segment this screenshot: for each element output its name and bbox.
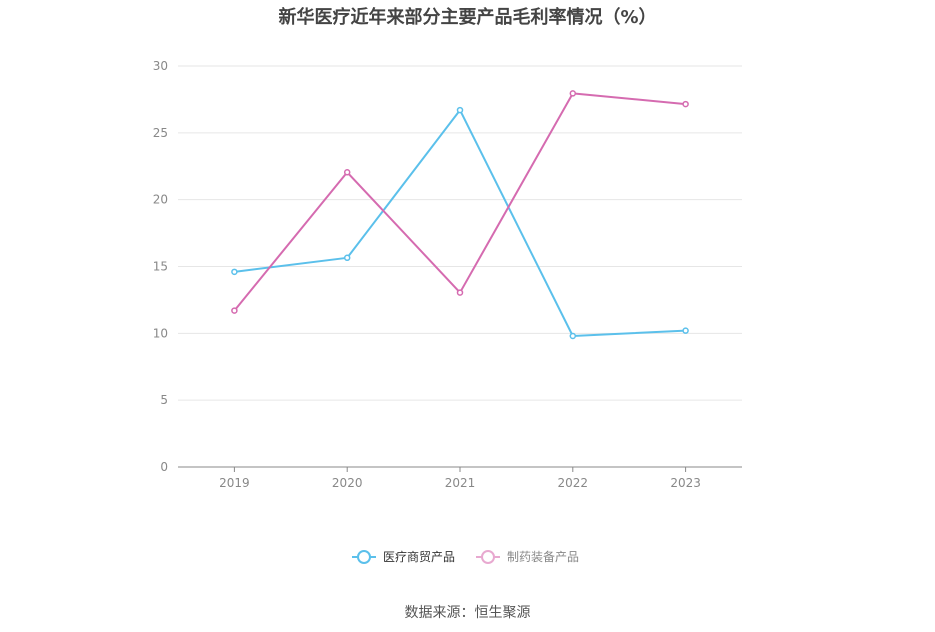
y-tick-label: 10 bbox=[153, 326, 168, 340]
legend-label: 制药装备产品 bbox=[507, 550, 579, 564]
data-point bbox=[231, 268, 238, 276]
y-tick-label: 25 bbox=[153, 126, 168, 140]
legend[interactable]: 医疗商贸产品 制药装备产品 bbox=[352, 549, 579, 564]
y-tick-label: 20 bbox=[153, 193, 168, 207]
legend-label: 医疗商贸产品 bbox=[383, 549, 455, 564]
data-point bbox=[456, 289, 464, 296]
x-tick-label: 2020 bbox=[332, 476, 363, 490]
data-point bbox=[682, 100, 689, 108]
gridlines bbox=[178, 65, 742, 401]
x-tick-label: 2022 bbox=[558, 476, 589, 490]
series-line-2 bbox=[233, 92, 686, 312]
axes: 0 5 10 15 20 25 30 2019 2020 2021 2022 2023 bbox=[153, 59, 742, 490]
legend-marker bbox=[357, 550, 371, 564]
series-line-1 bbox=[234, 109, 686, 338]
data-point bbox=[456, 106, 464, 114]
x-tick-label: 2023 bbox=[670, 476, 701, 490]
y-tick-label: 5 bbox=[160, 393, 168, 407]
data-point bbox=[231, 307, 238, 314]
x-tick-label: 2021 bbox=[445, 476, 476, 490]
legend-marker bbox=[481, 550, 495, 564]
source-note: 数据来源：恒生聚源 bbox=[404, 605, 531, 621]
data-point bbox=[569, 90, 577, 97]
y-tick-label: 15 bbox=[153, 260, 168, 274]
data-point bbox=[343, 254, 351, 262]
chart-title: 新华医疗近年来部分主要产品毛利率情况（%） bbox=[278, 7, 657, 28]
x-tick-label: 2019 bbox=[219, 476, 250, 490]
y-tick-label: 30 bbox=[153, 59, 168, 73]
series-lines bbox=[231, 90, 689, 340]
legend-item-2[interactable]: 制药装备产品 bbox=[476, 550, 579, 564]
data-point bbox=[569, 332, 577, 340]
data-point bbox=[343, 169, 351, 176]
data-point bbox=[682, 327, 689, 334]
y-tick-label: 0 bbox=[160, 460, 168, 474]
legend-item-1[interactable]: 医疗商贸产品 bbox=[352, 549, 455, 564]
